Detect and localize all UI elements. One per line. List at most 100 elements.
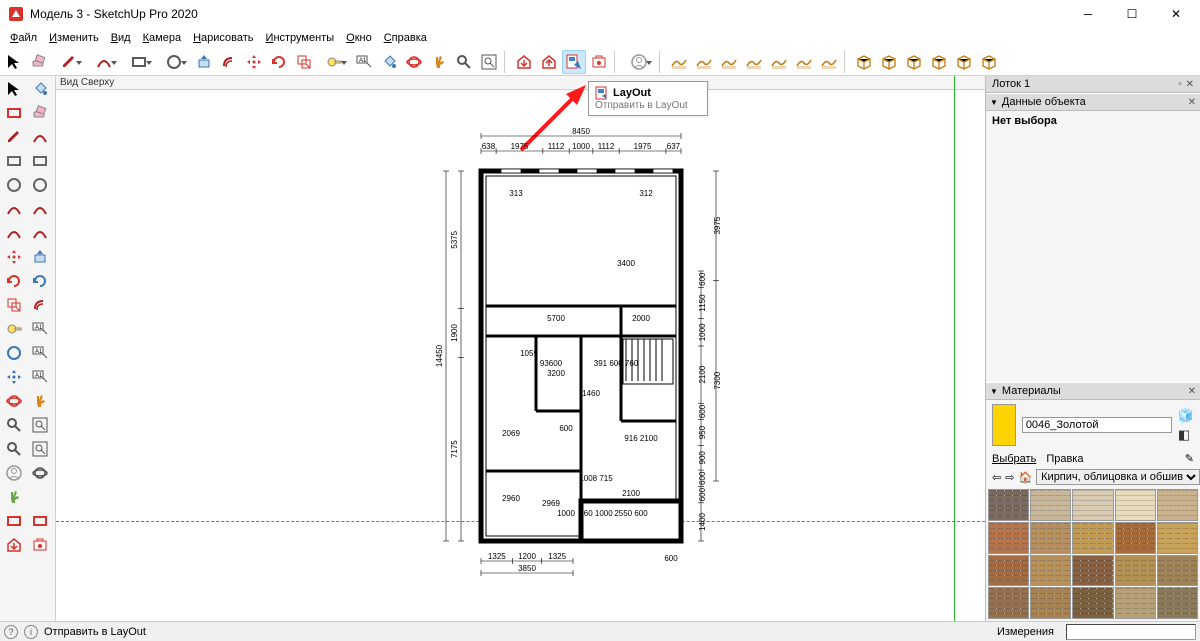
- solid-union-button[interactable]: [902, 50, 926, 74]
- walk-feet-tool[interactable]: [2, 486, 26, 508]
- position-cam-tool[interactable]: [2, 462, 26, 484]
- material-swatch-7[interactable]: [1072, 522, 1113, 554]
- menu-инструменты[interactable]: Инструменты: [260, 30, 341, 46]
- tab-edit[interactable]: Правка: [1046, 453, 1083, 465]
- material-swatch-17[interactable]: [1072, 587, 1113, 619]
- info-icon[interactable]: i: [24, 625, 38, 639]
- menu-справка[interactable]: Справка: [378, 30, 433, 46]
- solid-split-button[interactable]: [977, 50, 1001, 74]
- offset-red-tool[interactable]: [28, 294, 52, 316]
- material-swatch-8[interactable]: [1115, 522, 1156, 554]
- paint-bucket-red-tool[interactable]: [28, 78, 52, 100]
- send-layout-button[interactable]: [562, 50, 586, 74]
- select-arrow-tool[interactable]: [2, 78, 26, 100]
- pan-hand-tool[interactable]: [28, 390, 52, 412]
- sandbox-detail-button[interactable]: [792, 50, 816, 74]
- rect-rot-tool[interactable]: [28, 150, 52, 172]
- menu-файл[interactable]: Файл: [4, 30, 43, 46]
- entity-panel-close-icon[interactable]: ✕: [1188, 97, 1196, 108]
- arc-2pt-tool[interactable]: [28, 198, 52, 220]
- paint-bucket-button[interactable]: [377, 50, 401, 74]
- orbit-button[interactable]: [402, 50, 426, 74]
- rotate-button[interactable]: [267, 50, 291, 74]
- text-a1-tool[interactable]: A1: [28, 342, 52, 364]
- solid-subtract-button[interactable]: [927, 50, 951, 74]
- arc-red-tool[interactable]: [2, 198, 26, 220]
- measurements-input[interactable]: [1066, 624, 1196, 640]
- material-swatch-16[interactable]: [1030, 587, 1071, 619]
- entity-info-header[interactable]: ▼ Данные объекта ✕: [986, 93, 1200, 111]
- tray-title-bar[interactable]: Лоток 1 ▫✕: [986, 76, 1200, 93]
- nav-fwd-icon[interactable]: ⇨: [1005, 471, 1014, 484]
- help-icon[interactable]: ?: [4, 625, 18, 639]
- nav-home-icon[interactable]: 🏠: [1018, 471, 1032, 484]
- material-swatch-11[interactable]: [1030, 555, 1071, 587]
- sandbox-scratch-button[interactable]: [692, 50, 716, 74]
- rectangle-button[interactable]: [122, 50, 156, 74]
- warehouse-get-button[interactable]: [512, 50, 536, 74]
- material-swatch-3[interactable]: [1115, 489, 1156, 521]
- prev-view-tool[interactable]: [2, 438, 26, 460]
- sandbox-contour-button[interactable]: [667, 50, 691, 74]
- eraser-pink-tool[interactable]: [28, 102, 52, 124]
- menu-камера[interactable]: Камера: [137, 30, 187, 46]
- material-swatch-6[interactable]: [1030, 522, 1071, 554]
- protractor-tool[interactable]: [2, 342, 26, 364]
- pie-red-tool[interactable]: [28, 222, 52, 244]
- move-button[interactable]: [242, 50, 266, 74]
- materials-panel-close-icon[interactable]: ✕: [1188, 386, 1196, 397]
- drawing-canvas[interactable]: Вид Сверху LayOut Отправить в LayOut 845…: [56, 76, 985, 621]
- pencil-button[interactable]: [52, 50, 86, 74]
- solid-outer-button[interactable]: [852, 50, 876, 74]
- tape-button[interactable]: [317, 50, 351, 74]
- blank-tool[interactable]: [28, 486, 52, 508]
- material-swatch-18[interactable]: [1115, 587, 1156, 619]
- eyedropper-icon[interactable]: ✎: [1185, 452, 1194, 465]
- material-swatch-0[interactable]: [988, 489, 1029, 521]
- zoom-extents-button[interactable]: [477, 50, 501, 74]
- orbit-red-tool[interactable]: [2, 390, 26, 412]
- dimension-tool[interactable]: A1: [28, 318, 52, 340]
- nav-back-icon[interactable]: ⇦: [992, 471, 1001, 484]
- pan-button[interactable]: [427, 50, 451, 74]
- circle-button[interactable]: [157, 50, 191, 74]
- tray-pin-icon[interactable]: ▫: [1178, 79, 1182, 90]
- offset-button[interactable]: [217, 50, 241, 74]
- arc-3pt-tool[interactable]: [2, 222, 26, 244]
- material-swatch-14[interactable]: [1157, 555, 1198, 587]
- text-label-button[interactable]: A1: [352, 50, 376, 74]
- material-swatch-1[interactable]: [1030, 489, 1071, 521]
- tab-select[interactable]: Выбрать: [992, 453, 1036, 465]
- zoom-lens-tool[interactable]: [2, 414, 26, 436]
- menu-нарисовать[interactable]: Нарисовать: [187, 30, 259, 46]
- solid-intersect-button[interactable]: [877, 50, 901, 74]
- eraser-button[interactable]: [27, 50, 51, 74]
- polygon-tool[interactable]: [28, 174, 52, 196]
- menu-изменить[interactable]: Изменить: [43, 30, 105, 46]
- arc-button[interactable]: [87, 50, 121, 74]
- scale-red-tool[interactable]: [2, 294, 26, 316]
- select-arrow-button[interactable]: [2, 50, 26, 74]
- menu-окно[interactable]: Окно: [340, 30, 378, 46]
- warehouse-dl-tool[interactable]: [2, 534, 26, 556]
- extension-wh-button[interactable]: [587, 50, 611, 74]
- 3dtext-tool[interactable]: A1: [28, 366, 52, 388]
- minimize-button[interactable]: ─: [1066, 0, 1110, 28]
- axes-tool[interactable]: [2, 366, 26, 388]
- warehouse-share-button[interactable]: [537, 50, 561, 74]
- material-swatch-15[interactable]: [988, 587, 1029, 619]
- material-swatch-13[interactable]: [1115, 555, 1156, 587]
- look-around-tool[interactable]: [28, 462, 52, 484]
- material-swatch-9[interactable]: [1157, 522, 1198, 554]
- close-button[interactable]: ✕: [1154, 0, 1198, 28]
- create-material-icon[interactable]: 🧊: [1178, 408, 1194, 424]
- solid-trim-button[interactable]: [952, 50, 976, 74]
- zoom-button[interactable]: [452, 50, 476, 74]
- tray-close-icon[interactable]: ✕: [1186, 79, 1194, 90]
- zoom-window-tool[interactable]: [28, 414, 52, 436]
- tape-measure-tool[interactable]: [2, 318, 26, 340]
- zoom-extents2-tool[interactable]: [28, 438, 52, 460]
- circle-gray-tool[interactable]: [2, 174, 26, 196]
- scale-button[interactable]: [292, 50, 316, 74]
- material-swatch-5[interactable]: [988, 522, 1029, 554]
